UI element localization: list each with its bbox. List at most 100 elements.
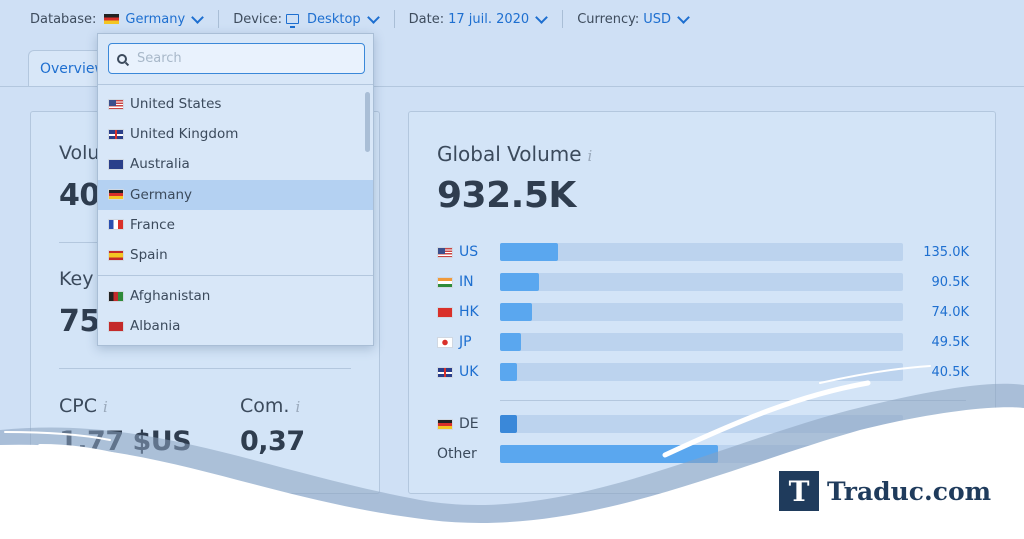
dropdown-item-united-states[interactable]: United States bbox=[98, 89, 373, 119]
volume-bar bbox=[500, 243, 559, 261]
divider bbox=[98, 84, 373, 85]
country-row-hk[interactable]: HK 74.0K bbox=[437, 302, 969, 322]
flag-es-icon bbox=[108, 249, 124, 261]
dropdown-item-label: Australia bbox=[130, 156, 190, 173]
country-row-in[interactable]: IN 90.5K bbox=[437, 272, 969, 292]
traduc-logo: T Traduc.com bbox=[779, 471, 991, 511]
database-label: Database: bbox=[30, 11, 97, 27]
scrollbar[interactable] bbox=[365, 92, 370, 152]
flag-jp-icon bbox=[437, 336, 453, 348]
dropdown-item-label: United Kingdom bbox=[130, 126, 239, 143]
dropdown-item-label: Germany bbox=[130, 186, 193, 203]
country-row-jp[interactable]: JP 49.5K bbox=[437, 332, 969, 352]
filter-bar: Database: Germany Device: Desktop Date: … bbox=[0, 0, 1024, 38]
country-row-us[interactable]: US 135.0K bbox=[437, 242, 969, 262]
country-code[interactable]: JP bbox=[459, 334, 472, 350]
divider bbox=[59, 368, 351, 369]
country-volume: 90.5K bbox=[931, 274, 969, 290]
date-filter[interactable]: Date: 17 juil. 2020 bbox=[409, 10, 564, 28]
volume-bar bbox=[500, 415, 518, 433]
country-volume: 135.0K bbox=[923, 244, 969, 260]
divider bbox=[500, 400, 966, 401]
dropdown-item-label: France bbox=[130, 216, 175, 233]
database-filter[interactable]: Database: Germany bbox=[30, 10, 220, 28]
dropdown-item-spain[interactable]: Spain bbox=[98, 240, 373, 270]
global-volume-title-text: Global Volume bbox=[437, 142, 582, 166]
dropdown-item-label: Afghanistan bbox=[130, 288, 211, 304]
volume-bar bbox=[500, 303, 532, 321]
flag-fr-icon bbox=[108, 219, 124, 231]
dropdown-item-united-kingdom[interactable]: United Kingdom bbox=[98, 119, 373, 149]
country-volume: 74.0K bbox=[931, 304, 969, 320]
volume-bar bbox=[500, 333, 522, 351]
search-input[interactable] bbox=[137, 51, 337, 66]
flag-de-icon bbox=[108, 189, 124, 201]
flag-in-icon bbox=[437, 276, 453, 288]
volume-bar bbox=[500, 445, 718, 463]
date-value[interactable]: 17 juil. 2020 bbox=[448, 11, 530, 27]
dropdown-item-label: Albania bbox=[130, 318, 181, 335]
flag-de-icon bbox=[437, 418, 453, 430]
database-value[interactable]: Germany bbox=[125, 11, 186, 27]
monitor-icon bbox=[286, 14, 300, 28]
dropdown-item-australia[interactable]: Australia bbox=[98, 149, 373, 179]
country-code: Other bbox=[437, 446, 477, 462]
tab-divider bbox=[0, 86, 1024, 87]
flag-au-icon bbox=[108, 158, 124, 170]
device-filter[interactable]: Device: Desktop bbox=[233, 10, 395, 28]
volume-bar bbox=[500, 273, 540, 291]
device-value[interactable]: Desktop bbox=[307, 11, 361, 27]
info-icon[interactable]: i bbox=[295, 398, 301, 416]
competition-label: Com. i bbox=[240, 395, 300, 417]
dropdown-item-albania[interactable]: Albania bbox=[98, 311, 373, 341]
global-volume-value: 932.5K bbox=[437, 175, 576, 216]
volume-value: 40 bbox=[59, 178, 100, 213]
volume-label: Volu bbox=[59, 142, 100, 164]
database-dropdown[interactable]: United States United Kingdom Australia Germ… bbox=[97, 33, 374, 346]
cpc-label-text: CPC bbox=[59, 395, 97, 417]
dropdown-item-france[interactable]: France bbox=[98, 210, 373, 240]
currency-value[interactable]: USD bbox=[643, 11, 672, 27]
logo-text: Traduc.com bbox=[827, 476, 992, 506]
dropdown-item-label: United States bbox=[130, 96, 222, 112]
country-code[interactable]: IN bbox=[459, 274, 474, 290]
search-box[interactable] bbox=[108, 43, 365, 74]
country-code[interactable]: UK bbox=[459, 364, 479, 380]
global-volume-title: Global Volume i bbox=[437, 142, 592, 166]
volume-bar bbox=[500, 363, 518, 381]
germany-flag-icon bbox=[104, 14, 120, 24]
country-code[interactable]: US bbox=[459, 244, 479, 260]
volume-bar-track bbox=[500, 303, 903, 321]
volume-bar-track bbox=[500, 333, 903, 351]
flag-af-icon bbox=[108, 290, 124, 302]
search-icon bbox=[117, 53, 127, 64]
keyword-label: Key bbox=[59, 268, 94, 290]
date-label: Date: bbox=[408, 11, 445, 27]
keyword-value: 75 bbox=[59, 304, 100, 339]
dropdown-item-germany[interactable]: Germany bbox=[98, 179, 373, 210]
competition-label-text: Com. bbox=[240, 395, 290, 417]
device-label: Device: bbox=[233, 11, 283, 27]
flag-us-icon bbox=[437, 246, 453, 258]
volume-bar-track bbox=[500, 273, 903, 291]
flag-hk-icon bbox=[437, 306, 453, 318]
divider bbox=[98, 275, 373, 276]
currency-label: Currency: bbox=[577, 11, 640, 27]
logo-mark: T bbox=[779, 471, 819, 511]
dropdown-item-afghanistan[interactable]: Afghanistan bbox=[98, 281, 373, 311]
country-code[interactable]: HK bbox=[459, 304, 479, 320]
flag-uk-icon bbox=[437, 366, 453, 378]
info-icon[interactable]: i bbox=[587, 147, 593, 165]
flag-us-icon bbox=[108, 98, 124, 110]
volume-bar-track bbox=[500, 243, 903, 261]
dropdown-item-label: Spain bbox=[130, 247, 168, 263]
country-code: DE bbox=[459, 416, 479, 432]
currency-filter[interactable]: Currency: USD bbox=[577, 10, 704, 28]
competition-value: 0,37 bbox=[240, 426, 305, 457]
cpc-label: CPC i bbox=[59, 395, 108, 417]
country-row-uk[interactable]: UK 40.5K bbox=[437, 362, 969, 382]
flag-uk-icon bbox=[108, 128, 124, 140]
info-icon[interactable]: i bbox=[103, 398, 108, 416]
volume-bar-track bbox=[500, 363, 903, 381]
